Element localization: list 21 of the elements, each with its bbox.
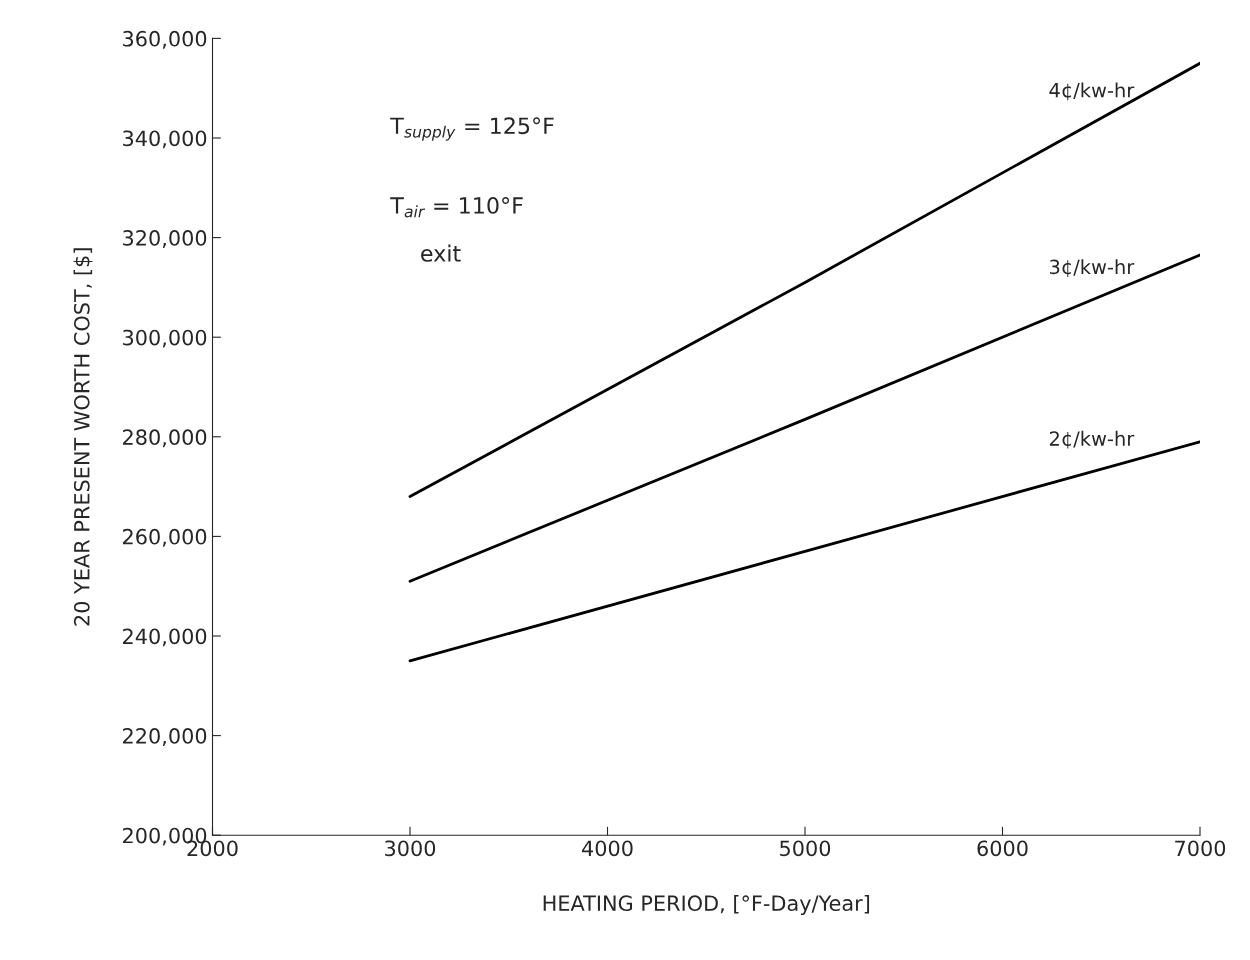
series-label: 3¢/kw-hr <box>1049 259 1135 277</box>
y-tick-label: 320,000 <box>123 230 207 248</box>
y-tick-label: 240,000 <box>123 628 207 647</box>
x-tick-label: 7000 <box>1175 840 1226 857</box>
series-label: 2¢/kw-hr <box>1049 430 1135 449</box>
y-tick-label: 260,000 <box>123 528 207 547</box>
x-axis-title: HEATING PERIOD, [°F-Day/Year] <box>543 894 870 916</box>
annotation: T$_{air}$ = 110°F <box>390 197 523 218</box>
y-tick-label: 300,000 <box>123 329 207 348</box>
x-tick-label: 3000 <box>385 840 436 857</box>
x-tick-label: 5000 <box>780 840 831 857</box>
annotation: exit <box>421 244 461 262</box>
annotation: T$_{supply}$ = 125°F <box>390 117 554 141</box>
y-tick-label: 340,000 <box>123 130 207 149</box>
y-tick-label: 360,000 <box>123 30 207 49</box>
y-axis-title: 20 YEAR PRESENT WORTH COST, [$] <box>73 248 93 626</box>
x-tick-label: 6000 <box>977 840 1028 857</box>
x-tick-label: 4000 <box>582 840 633 857</box>
series-label: 4¢/kw-hr <box>1049 82 1135 101</box>
y-tick-label: 220,000 <box>123 728 207 746</box>
y-tick-label: 280,000 <box>123 429 207 448</box>
